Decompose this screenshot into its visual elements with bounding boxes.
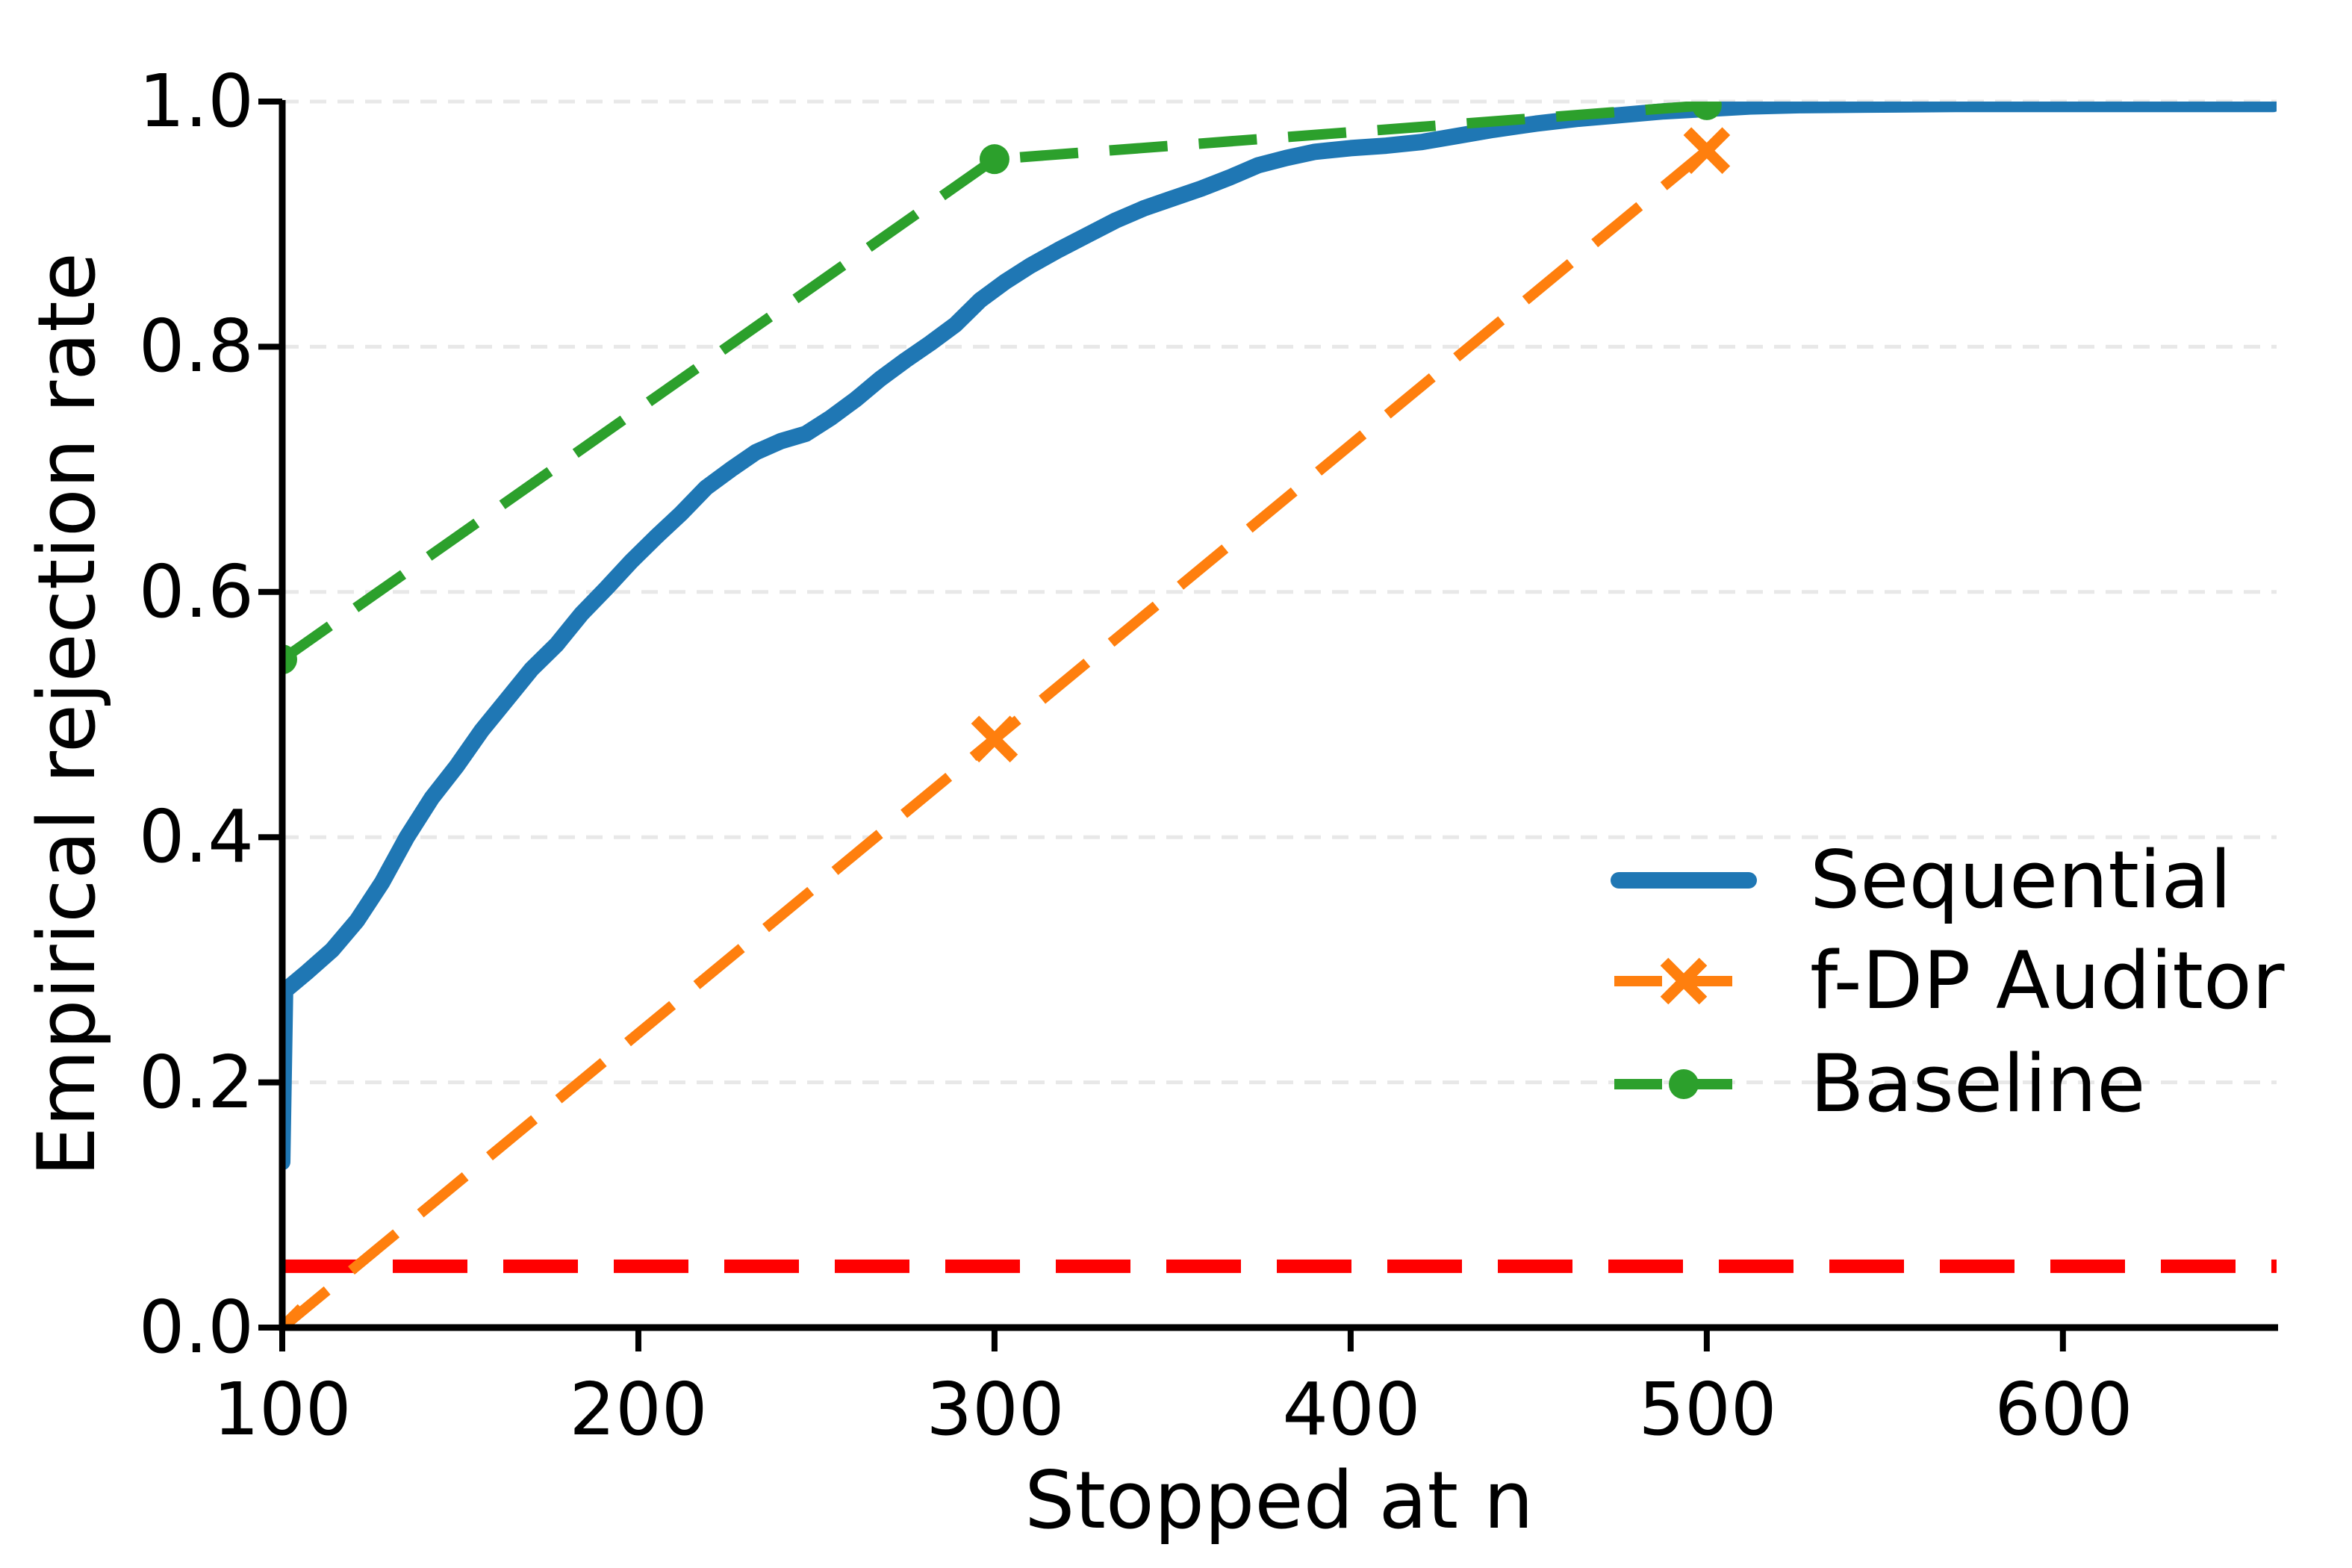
legend bbox=[1611, 872, 1757, 1099]
x-tick-label: 100 bbox=[213, 1367, 352, 1452]
x-tick-label: 400 bbox=[1282, 1367, 1421, 1452]
legend-circle-marker bbox=[1669, 1069, 1699, 1099]
circle-marker bbox=[979, 144, 1009, 175]
y-tick-label: 0.2 bbox=[138, 1040, 254, 1124]
y-tick-label: 0.0 bbox=[138, 1285, 254, 1369]
x-tick-label: 300 bbox=[926, 1367, 1065, 1452]
data-series bbox=[282, 102, 2277, 1328]
y-axis-label: Empirical rejection rate bbox=[21, 252, 113, 1177]
axes-spines bbox=[258, 99, 2278, 1351]
y-tick-label: 0.8 bbox=[138, 304, 254, 388]
series-baseline bbox=[282, 102, 1708, 664]
x-tick-label: 600 bbox=[1994, 1367, 2133, 1452]
legend-label-sequential: Sequential bbox=[1810, 834, 2232, 926]
x-marker bbox=[971, 715, 1018, 763]
y-tick-label: 1.0 bbox=[138, 59, 254, 143]
y-tick-label: 0.4 bbox=[138, 794, 254, 879]
x-marker bbox=[282, 1304, 306, 1328]
legend-label-fdp-auditor: f-DP Auditor bbox=[1810, 935, 2285, 1027]
legend-label-baseline: Baseline bbox=[1810, 1038, 2146, 1130]
circle-marker bbox=[1691, 102, 1722, 120]
y-tick-label: 0.6 bbox=[138, 550, 254, 634]
x-tick-label: 500 bbox=[1638, 1367, 1777, 1452]
legend-x-marker bbox=[1660, 957, 1708, 1005]
x-tick-label: 200 bbox=[569, 1367, 708, 1452]
circle-marker bbox=[282, 644, 297, 675]
gridlines bbox=[282, 99, 2277, 1330]
x-marker bbox=[1683, 127, 1731, 174]
x-axis-label: Stopped at n bbox=[1024, 1455, 1534, 1546]
